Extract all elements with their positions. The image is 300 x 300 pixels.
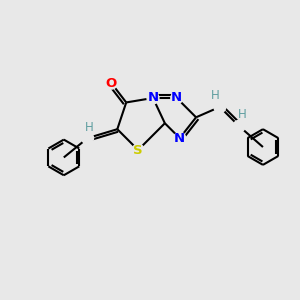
Text: H: H [238,108,247,122]
Text: H: H [211,89,220,102]
Circle shape [132,144,144,156]
Text: O: O [106,76,117,90]
Circle shape [82,132,94,144]
Text: S: S [133,143,143,157]
Circle shape [171,92,183,104]
Text: N: N [147,92,158,104]
Circle shape [214,101,226,113]
Circle shape [174,132,186,144]
Circle shape [233,120,245,132]
Circle shape [147,92,159,104]
Text: N: N [171,92,182,104]
Circle shape [105,77,117,89]
Text: N: N [174,132,185,145]
Text: H: H [85,121,93,134]
